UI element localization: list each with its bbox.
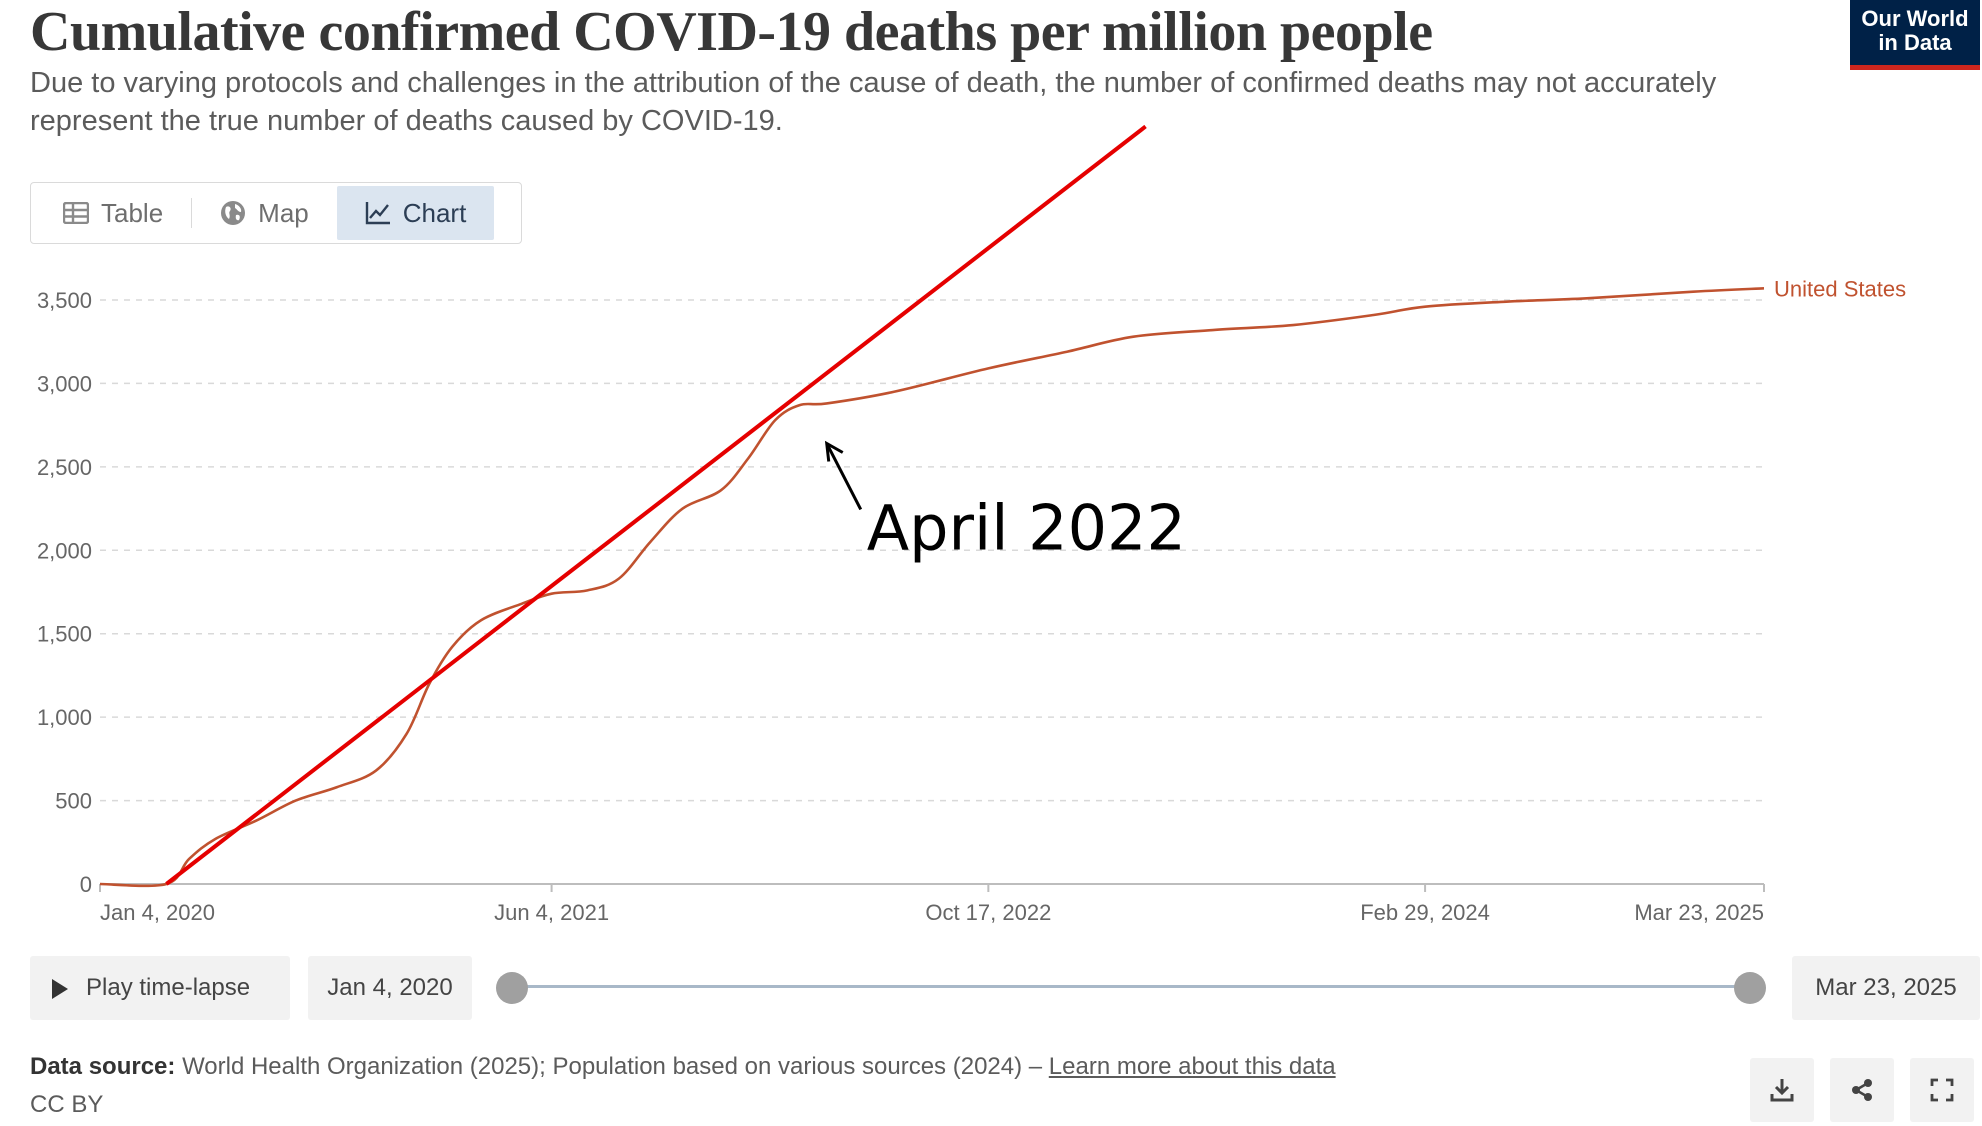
timeline-start-handle[interactable] [496,972,528,1004]
play-label: Play time-lapse [86,974,251,1001]
y-tick-label: 2,500 [37,455,92,480]
tab-table[interactable]: Table [35,186,191,240]
annotation-text: April 2022 [867,491,1186,564]
trend-line [165,124,1147,886]
series-line [99,287,1765,888]
start-date-button[interactable]: Jan 4, 2020 [308,956,472,1020]
y-tick-label: 2,000 [37,538,92,563]
y-tick-label: 0 [80,872,92,897]
series-label: United States [1774,276,1906,301]
x-tick-label: Oct 17, 2022 [925,900,1051,925]
tab-chart-label: Chart [402,197,467,228]
y-axis-labels: 0 500 1,000 1,500 2,000 2,500 3,000 3,500 [37,288,92,897]
start-date-label: Jan 4, 2020 [327,974,453,1001]
share-icon [1852,1079,1872,1101]
tab-divider [191,198,193,228]
view-tabs: Table Map Chart [30,182,522,244]
annotation-arrowhead [824,440,844,462]
y-tick-label: 500 [55,789,92,814]
line-chart-icon [365,201,391,225]
page-subtitle: Due to varying protocols and challenges … [30,67,1717,137]
x-tick-label: Feb 29, 2024 [1360,900,1490,925]
x-tick-label: Jun 4, 2021 [494,900,609,925]
share-button[interactable] [1830,1058,1894,1122]
play-icon [52,979,68,999]
timeline-end-handle[interactable] [1734,972,1766,1004]
y-tick-label: 1,000 [37,705,92,730]
tab-chart[interactable]: Chart [336,186,495,240]
series: United States [99,276,1906,888]
annotation-arrow [825,442,863,511]
download-button[interactable] [1750,1058,1814,1122]
logo-line-1: Our World [1861,6,1969,31]
play-timelapse-button[interactable]: Play time-lapse [30,956,290,1020]
license-text: CC BY [30,1091,104,1118]
data-source-line: Data source: World Health Organization (… [30,1048,1336,1086]
x-tick-label: Jan 4, 2020 [100,900,215,925]
x-axis: Jan 4, 2020 Jun 4, 2021 Oct 17, 2022 Feb 29… [99,883,1765,925]
source-label: Data source: [30,1053,176,1080]
tab-map-label: Map [258,197,309,228]
table-icon [63,202,89,224]
annotation: April 2022 [165,124,1186,886]
y-tick-label: 3,500 [37,288,92,313]
end-date-button[interactable]: Mar 23, 2025 [1792,956,1980,1020]
page-title: Cumulative confirmed COVID-19 deaths per… [30,1,1433,63]
end-date-label: Mar 23, 2025 [1815,974,1957,1001]
footer: Data source: World Health Organization (… [30,1048,1336,1124]
timeline-slider-track[interactable] [512,985,1752,988]
globe-icon [220,200,246,226]
fullscreen-button[interactable] [1910,1058,1974,1122]
y-tick-label: 3,000 [37,371,92,396]
tab-table-label: Table [101,197,164,228]
fullscreen-icon [1930,1078,1954,1102]
y-tick-label: 1,500 [37,622,92,647]
source-text: World Health Organization (2025); Popula… [182,1053,1049,1080]
learn-more-link[interactable]: Learn more about this data [1048,1053,1336,1080]
tab-map[interactable]: Map [192,186,337,240]
x-tick-label: Mar 23, 2025 [1634,900,1764,925]
download-icon [1770,1079,1794,1102]
logo-line-2: in Data [1878,30,1952,55]
owid-logo[interactable]: Our World in Data [1850,0,1980,70]
